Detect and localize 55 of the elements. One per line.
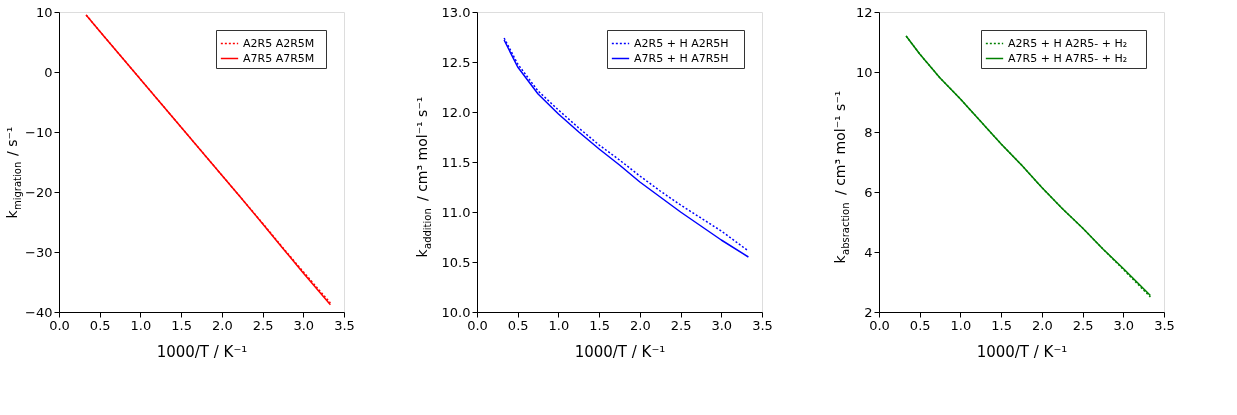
legend-label: A7R5 + H A7R5- + H₂ [1008,51,1128,65]
x-tick-label: 3.0 [293,317,315,333]
y-axis-title: kaddition / cm³ mol⁻¹ s⁻¹ [414,96,433,258]
y-tick-label: 10.5 [441,254,471,270]
y-tick-label: 10 [855,64,873,80]
x-tick-label: 0.0 [869,317,890,333]
x-tick-label: 1.5 [171,317,192,333]
x-tick-label: 2.5 [252,317,274,333]
x-tick-label: 2.0 [1032,317,1053,333]
legend-label: A2R5 A2R5M [243,36,315,50]
x-tick-label: 0.5 [909,317,931,333]
x-tick-label: 1.0 [130,317,152,333]
y-tick-label: 12.0 [441,104,471,120]
legend-label: A2R5 + H A2R5H [634,36,729,50]
y-tick-label: 6 [864,184,873,200]
y-axis-title: kmigration / s⁻¹ [4,126,23,219]
x-tick-label: 3.0 [711,317,733,333]
y-axis-title: kabsraction / cm³ mol⁻¹ s⁻¹ [832,90,851,264]
legend-label: A7R5 + H A7R5H [634,51,729,65]
x-tick-label: 2.5 [670,317,692,333]
x-tick-label: 1.5 [589,317,610,333]
x-tick-label: 0.5 [507,317,529,333]
y-tick-label: 13.0 [441,4,471,20]
x-tick-label: 3.5 [334,317,355,333]
y-tick-label: −20 [25,184,53,200]
legend-label: A2R5 + H A2R5- + H₂ [1008,36,1128,50]
x-tick-label: 1.0 [548,317,570,333]
x-axis-title: 1000/T / K⁻¹ [976,342,1068,361]
y-tick-label: 2 [864,304,873,320]
x-tick-label: 0.0 [49,317,70,333]
x-tick-label: 3.5 [752,317,773,333]
x-tick-label: 0.5 [89,317,111,333]
x-axis-title: 1000/T / K⁻¹ [156,342,248,361]
y-tick-label: −10 [25,124,53,140]
x-tick-label: 2.0 [630,317,651,333]
y-tick-label: 0 [44,64,53,80]
x-tick-label: 1.0 [950,317,972,333]
x-tick-label: 3.5 [1154,317,1175,333]
x-tick-label: 0.0 [467,317,488,333]
y-tick-label: 10 [35,4,53,20]
x-tick-label: 1.5 [991,317,1012,333]
y-tick-label: 10.0 [441,304,471,320]
y-tick-label: 11.0 [441,204,471,220]
x-axis-title: 1000/T / K⁻¹ [574,342,666,361]
x-tick-label: 2.5 [1072,317,1094,333]
y-tick-label: 8 [864,124,873,140]
x-tick-label: 3.0 [1113,317,1135,333]
y-tick-label: −40 [25,304,53,320]
legend-label: A7R5 A7R5M [243,51,315,65]
y-tick-label: −30 [25,244,53,260]
y-tick-label: 4 [864,244,873,260]
y-tick-label: 12.5 [441,54,471,70]
y-tick-label: 12 [855,4,873,20]
y-tick-label: 11.5 [441,154,471,170]
x-tick-label: 2.0 [212,317,233,333]
